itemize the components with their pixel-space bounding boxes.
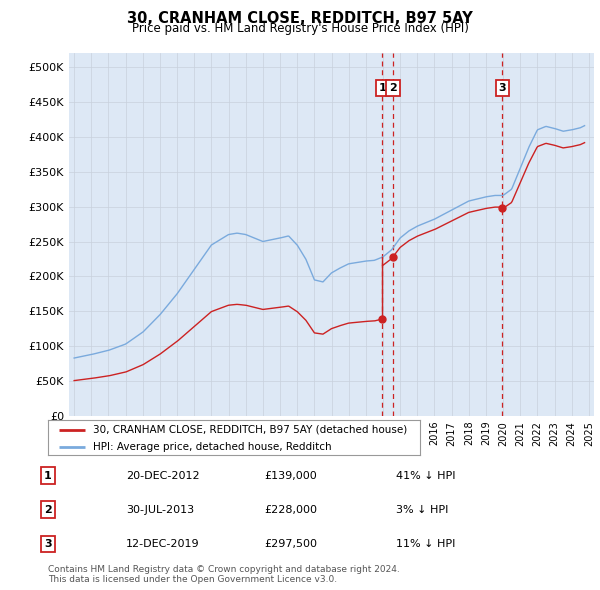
Text: £139,000: £139,000: [264, 471, 317, 480]
Text: 1: 1: [44, 471, 52, 480]
Text: £297,500: £297,500: [264, 539, 317, 549]
Text: 41% ↓ HPI: 41% ↓ HPI: [396, 471, 455, 480]
Text: 1: 1: [379, 83, 386, 93]
Text: Contains HM Land Registry data © Crown copyright and database right 2024.
This d: Contains HM Land Registry data © Crown c…: [48, 565, 400, 584]
Text: 3: 3: [44, 539, 52, 549]
Text: 11% ↓ HPI: 11% ↓ HPI: [396, 539, 455, 549]
Text: 3: 3: [499, 83, 506, 93]
Text: 2: 2: [389, 83, 397, 93]
Text: 30, CRANHAM CLOSE, REDDITCH, B97 5AY (detached house): 30, CRANHAM CLOSE, REDDITCH, B97 5AY (de…: [92, 425, 407, 435]
Text: 30, CRANHAM CLOSE, REDDITCH, B97 5AY: 30, CRANHAM CLOSE, REDDITCH, B97 5AY: [127, 11, 473, 25]
Text: £228,000: £228,000: [264, 505, 317, 514]
Text: 20-DEC-2012: 20-DEC-2012: [126, 471, 200, 480]
Text: Price paid vs. HM Land Registry's House Price Index (HPI): Price paid vs. HM Land Registry's House …: [131, 22, 469, 35]
Text: 2: 2: [44, 505, 52, 514]
Text: 12-DEC-2019: 12-DEC-2019: [126, 539, 200, 549]
Text: HPI: Average price, detached house, Redditch: HPI: Average price, detached house, Redd…: [92, 442, 331, 451]
Text: 30-JUL-2013: 30-JUL-2013: [126, 505, 194, 514]
Text: 3% ↓ HPI: 3% ↓ HPI: [396, 505, 448, 514]
